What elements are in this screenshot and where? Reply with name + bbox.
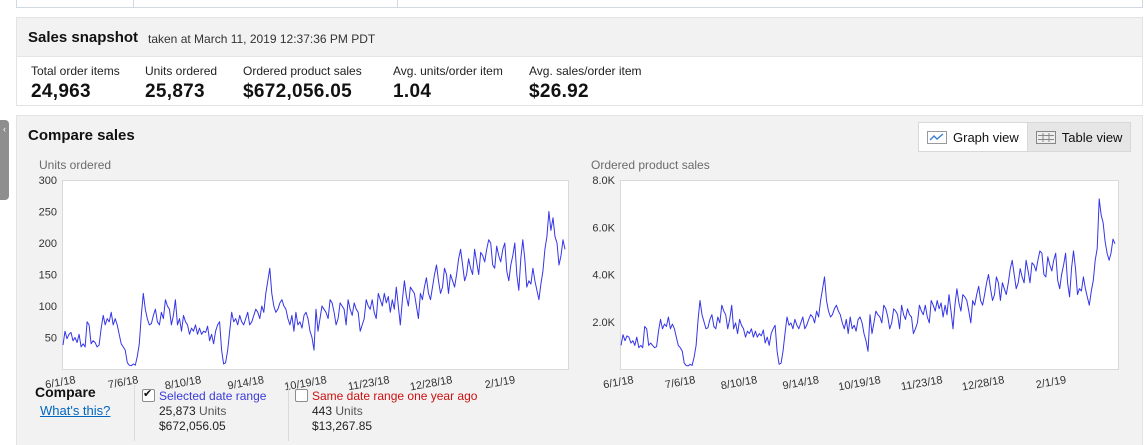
plot-area [620, 180, 1119, 370]
selected-range-label: Selected date range [159, 389, 267, 403]
selected-range-checkbox[interactable]: ✔ [142, 388, 155, 402]
selected-range-units: 25,873 Units [159, 404, 226, 418]
y-tick-label: 150 [39, 270, 57, 282]
strip-divider [133, 0, 134, 7]
metric-value: 25,873 [145, 81, 205, 102]
metric-label: Ordered product sales [243, 64, 362, 78]
sales-chart-title: Ordered product sales [591, 158, 710, 172]
metric-value: 1.04 [393, 81, 432, 102]
y-tick-label: 100 [39, 301, 57, 313]
metric-value: $672,056.05 [243, 81, 352, 102]
y-tick-label: 200 [39, 238, 57, 250]
metric-label: Units ordered [145, 64, 218, 78]
x-tick-label: 7/6/18 [664, 374, 696, 391]
metric-value: 24,963 [31, 81, 91, 102]
compare-label: Compare [35, 384, 96, 400]
units-chart-title: Units ordered [39, 158, 112, 172]
strip-divider [397, 0, 398, 7]
selected-units-value: 25,873 [159, 404, 196, 418]
metric-avg-units-per-order-item: Avg. units/order item 1.04 [393, 64, 503, 103]
selected-range-sales: $672,056.05 [159, 419, 226, 433]
last-year-units-word: Units [335, 404, 363, 418]
view-toggle: Graph view Table view [918, 122, 1132, 152]
previous-panel-strip [16, 0, 1143, 8]
legend-divider [134, 385, 135, 441]
x-tick-label: 6/1/18 [602, 374, 634, 391]
table-view-button[interactable]: Table view [1026, 122, 1132, 152]
metric-units-ordered: Units ordered 25,873 [145, 64, 217, 103]
reports-side-tab[interactable]: ‹ [0, 120, 9, 200]
metric-label: Avg. sales/order item [529, 64, 642, 78]
x-tick-label: 6/1/18 [44, 374, 76, 391]
metric-label: Avg. units/order item [393, 64, 503, 78]
last-year-range-label: Same date range one year ago [312, 389, 478, 403]
y-tick-label: 250 [39, 207, 57, 219]
y-tick-label: 6.0K [592, 222, 615, 234]
last-year-checkbox[interactable] [295, 389, 308, 402]
y-tick-label: 300 [39, 175, 57, 187]
metric-value: $26.92 [529, 81, 589, 102]
last-year-sales: $13,267.85 [312, 419, 373, 433]
chevron-icon: ‹ [3, 124, 6, 134]
metric-total-order-items: Total order items 24,963 [31, 64, 120, 103]
y-tick-label: 2.0K [592, 317, 615, 329]
ordered-product-sales-chart: 2.0K4.0K6.0K8.0K6/1/18 7/6/18 8/10/18 9/14/… [592, 175, 1119, 393]
metric-ordered-product-sales: Ordered product sales $672,056.05 [243, 64, 362, 103]
y-tick-label: 4.0K [592, 270, 615, 282]
x-tick-label: 7/6/18 [107, 374, 139, 391]
x-tick-label: 2/1/19 [1035, 374, 1067, 391]
snapshot-header: Sales snapshot taken at March 11, 2019 1… [17, 18, 1142, 57]
graph-view-button[interactable]: Graph view [918, 122, 1027, 152]
snapshot-timestamp: taken at March 11, 2019 12:37:36 PM PDT [148, 32, 376, 46]
plot-area [62, 180, 569, 370]
metric-avg-sales-per-order-item: Avg. sales/order item $26.92 [529, 64, 642, 103]
table-view-label: Table view [1061, 129, 1123, 145]
line-chart-icon [927, 130, 947, 144]
selected-units-word: Units [199, 404, 227, 418]
x-tick-label: 2/1/19 [484, 374, 516, 391]
compare-legend: Compare What's this? ✔ Selected date ran… [16, 381, 1141, 444]
sales-snapshot-panel: Sales snapshot taken at March 11, 2019 1… [16, 17, 1143, 106]
y-tick-label: 50 [45, 333, 57, 345]
y-tick-label: 8.0K [592, 175, 615, 187]
last-year-units: 443 Units [312, 404, 363, 418]
snapshot-title: Sales snapshot [28, 29, 139, 46]
compare-title: Compare sales [28, 127, 135, 144]
table-icon [1035, 130, 1056, 144]
series-line [620, 198, 1116, 367]
series-line [62, 211, 566, 367]
checkmark-icon: ✔ [143, 388, 153, 400]
legend-divider [288, 385, 289, 441]
last-year-units-value: 443 [312, 404, 333, 418]
metric-label: Total order items [31, 64, 120, 78]
whats-this-link[interactable]: What's this? [40, 403, 111, 418]
graph-view-label: Graph view [953, 129, 1019, 145]
